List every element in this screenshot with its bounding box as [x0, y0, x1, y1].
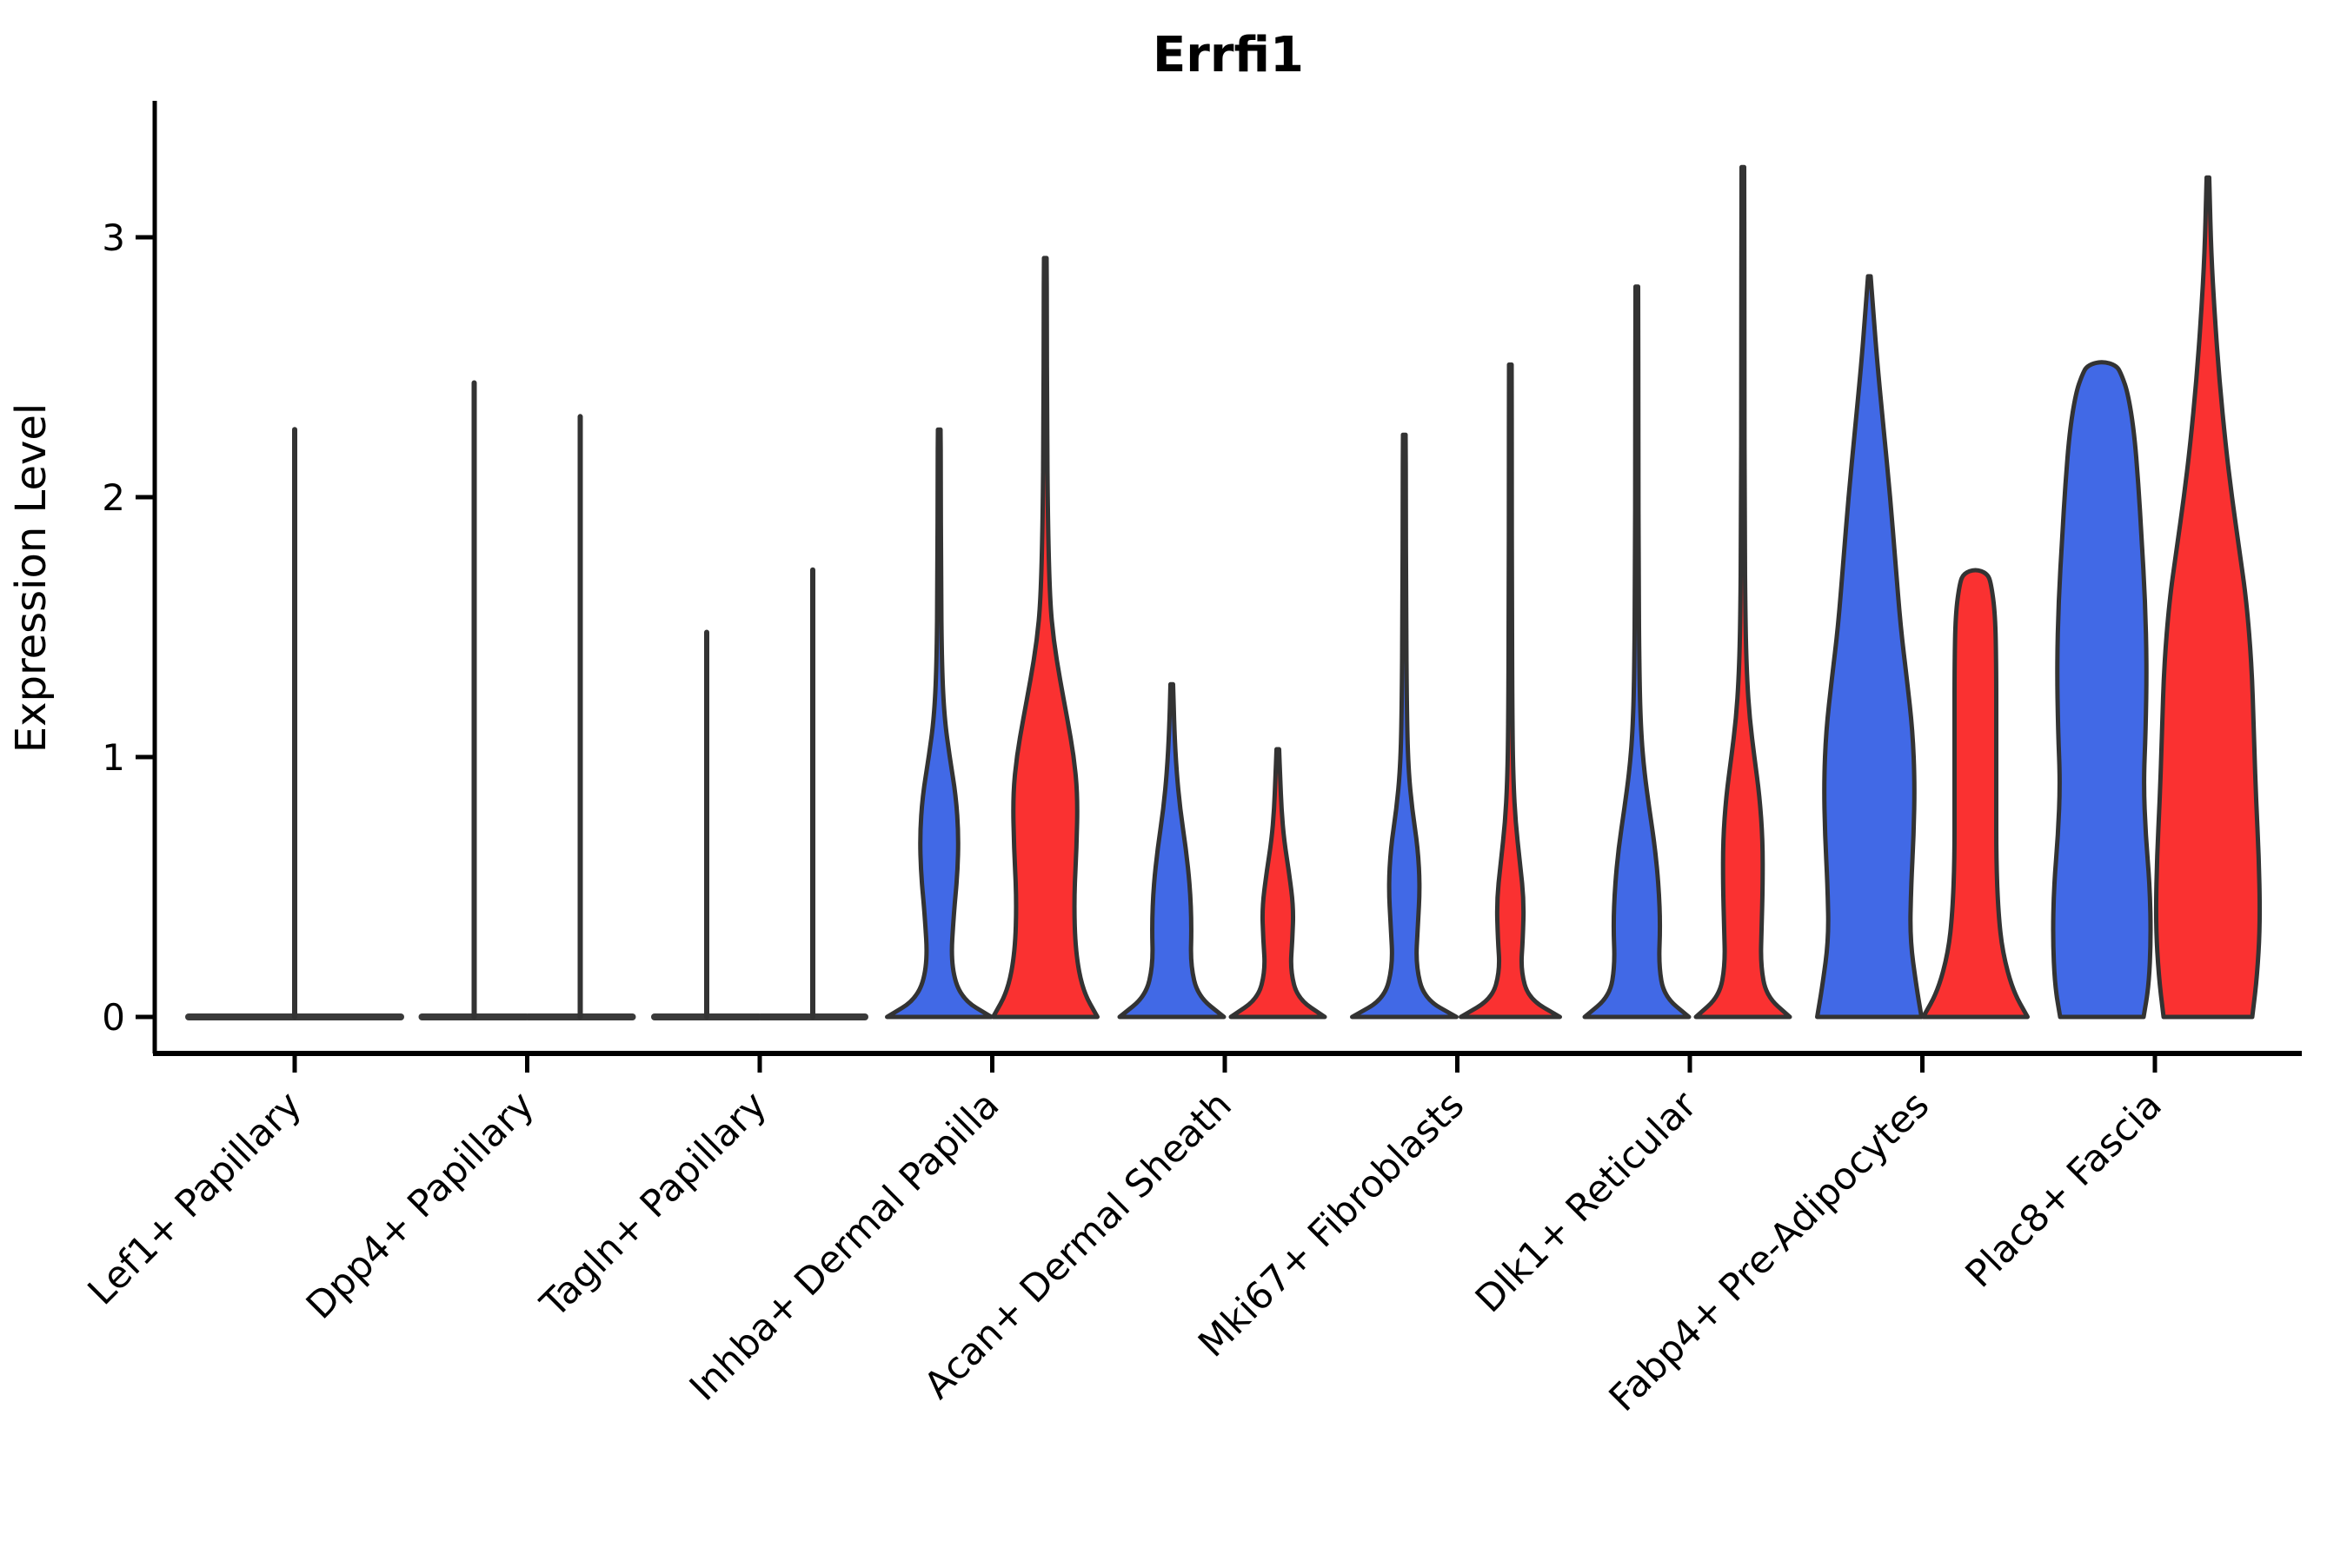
x-tick-label: Dlk1+ Reticular	[1467, 1083, 1705, 1321]
plot-title: Errfi1	[1153, 27, 1304, 83]
violin-body-dlk1-reticular-blue	[1582, 284, 1692, 1020]
x-tick-label: Lef1+ Papillary	[80, 1083, 310, 1313]
x-tick-label: Plac8+ Fascia	[1958, 1083, 2171, 1296]
x-tick-label: Dpp4+ Papillary	[298, 1083, 542, 1327]
y-tick-label: 0	[102, 996, 125, 1039]
violin-body-plac8-fascia-red	[2153, 175, 2263, 1020]
violin-body-acan-dermal-sheath-red	[1228, 747, 1327, 1020]
violin-body-inhba-dermal-papilla-red	[991, 256, 1100, 1020]
x-tick-label: Tagln+ Papillary	[532, 1083, 775, 1326]
y-axis-label: Expression Level	[7, 403, 56, 754]
violin-body-acan-dermal-sheath-blue	[1117, 681, 1227, 1020]
violins-group	[185, 164, 2263, 1020]
y-tick-label: 3	[102, 216, 125, 259]
y-tick-label: 1	[102, 736, 125, 779]
y-tick-label: 2	[102, 476, 125, 519]
x-tick-label: Mki67+ Fibroblasts	[1190, 1083, 1473, 1365]
violin-body-mki67-fibroblasts-blue	[1350, 432, 1459, 1020]
violin-body-plac8-fascia-blue	[2051, 360, 2153, 1020]
violin-body-dlk1-reticular-red	[1693, 164, 1792, 1020]
violin-body-fabp4-pre-adipocytes-blue	[1815, 274, 1924, 1020]
violin-body-mki67-fibroblasts-red	[1459, 362, 1562, 1020]
violin-body-inhba-dermal-papilla-blue	[885, 427, 994, 1020]
violin-body-fabp4-pre-adipocytes-red	[1921, 568, 2030, 1020]
axes: 0 1 2 3	[102, 101, 2302, 1073]
